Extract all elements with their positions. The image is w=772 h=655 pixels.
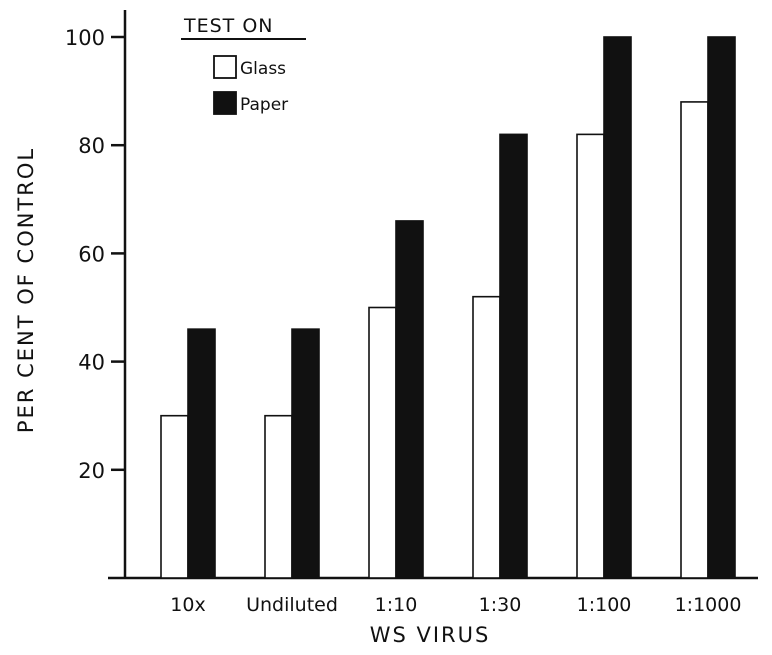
x-axis-title: WS VIRUS xyxy=(370,623,491,647)
bar-glass xyxy=(368,306,397,579)
legend-label-paper: Paper xyxy=(240,95,288,115)
legend-swatch-glass xyxy=(213,55,237,79)
bar-paper xyxy=(707,36,736,579)
y-tick-label: 100 xyxy=(65,26,105,50)
x-tick-label: 10x xyxy=(170,594,205,616)
bar-glass xyxy=(576,133,605,579)
bar-paper xyxy=(395,220,424,579)
y-tick-label: 80 xyxy=(78,134,105,158)
legend-swatch-paper xyxy=(213,91,237,115)
y-axis-title: PER CENT OF CONTROL xyxy=(14,147,38,433)
bar-paper xyxy=(603,36,632,579)
y-ticks: 20 40 60 80 100 xyxy=(65,26,125,483)
legend-label-glass: Glass xyxy=(240,59,286,79)
bar-glass xyxy=(472,295,501,579)
legend-title: TEST ON xyxy=(183,15,274,37)
x-tick-labels: 10x Undiluted 1:10 1:30 1:100 1:1000 xyxy=(170,594,741,616)
x-tick-label: 1:1000 xyxy=(675,594,742,616)
x-tick-label: Undiluted xyxy=(246,594,338,616)
bar-glass xyxy=(160,414,189,579)
bar-glass xyxy=(680,101,709,579)
y-tick-label: 60 xyxy=(78,242,105,266)
x-tick-label: 1:10 xyxy=(375,594,418,616)
bars xyxy=(160,36,736,579)
y-tick-label: 20 xyxy=(78,459,105,483)
y-tick-label: 40 xyxy=(78,351,105,375)
legend: TEST ON Glass Paper xyxy=(181,15,306,115)
bar-paper xyxy=(291,328,320,579)
chart-axes xyxy=(108,10,758,580)
bar-paper xyxy=(499,133,528,579)
bar-glass xyxy=(264,414,293,579)
x-tick-label: 1:100 xyxy=(577,594,632,616)
bar-paper xyxy=(187,328,216,579)
x-tick-label: 1:30 xyxy=(479,594,522,616)
